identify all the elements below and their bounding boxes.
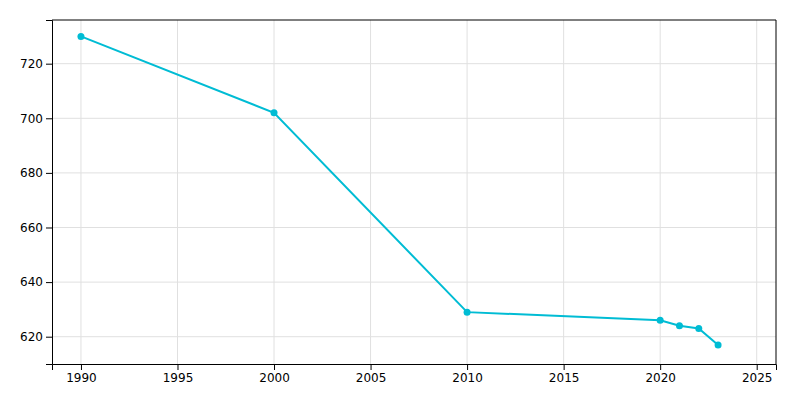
x-tick: 1990 [66,364,97,385]
x-tick-mark [274,364,275,370]
x-tick: 2010 [452,364,483,385]
y-axis-line [46,21,53,365]
marks [77,33,721,349]
y-tick-label: 700 [20,112,43,126]
x-grid-line [563,20,564,364]
point [695,325,702,332]
x-tick-mark [81,364,82,370]
y-tick-mark [46,337,52,338]
y-tick: 660 [20,221,52,235]
point [271,109,278,116]
frame-right [776,20,777,364]
y-tick-mark [46,173,52,174]
x-tick: 2020 [645,364,676,385]
x-grid-line [274,20,275,364]
point [715,341,722,348]
grid [52,20,776,364]
x-tick-label: 2020 [645,371,676,385]
x-tick: 2015 [549,364,580,385]
point [657,317,664,324]
line [81,36,718,345]
point [77,33,84,40]
y-tick-label: 620 [20,330,43,344]
y-tick: 640 [20,275,52,289]
y-tick-label: 640 [20,275,43,289]
y-tick-mark [46,64,52,65]
frame-top [52,20,776,21]
x-grid-line [660,20,661,364]
x-tick: 2025 [742,364,773,385]
x-grid-line [80,20,81,364]
x-tick-label: 1990 [66,371,97,385]
x-tick: 1995 [163,364,194,385]
y-grid-line [52,63,776,64]
x-tick-label: 1995 [163,371,194,385]
x-tick-mark [757,364,758,370]
x-axis: 1990 1995 2000 2005 2010 2015 2020 2025 [53,364,777,385]
x-axis-line [53,365,777,371]
x-tick-mark [467,364,468,370]
y-tick-mark [46,118,52,119]
x-tick-mark [371,364,372,370]
y-tick-mark [46,282,52,283]
x-tick: 2005 [356,364,387,385]
x-tick-label: 2000 [259,371,290,385]
plot: 1990 1995 2000 2005 2010 2015 2020 2025 620 640 66… [20,20,776,385]
y-tick-label: 720 [20,57,43,71]
y-grid-line [52,118,776,119]
y-tick: 620 [20,330,52,344]
x-grid-line [177,20,178,364]
x-tick-mark [660,364,661,370]
x-grid-line [756,20,757,364]
y-tick-mark [46,227,52,228]
y-grid-line [52,282,776,283]
y-grid-line [52,227,776,228]
y-tick-label: 680 [20,166,43,180]
x-tick: 2000 [259,364,290,385]
x-tick-label: 2005 [356,371,387,385]
x-tick-label: 2015 [549,371,580,385]
y-tick: 720 [20,57,52,71]
point [464,309,471,316]
x-grid-line [370,20,371,364]
chart: 1990 1995 2000 2005 2010 2015 2020 2025 620 640 66… [0,0,800,400]
point [676,322,683,329]
x-tick-label: 2025 [742,371,773,385]
y-tick: 680 [20,166,52,180]
y-axis: 620 640 660 680 700 720 [20,21,52,365]
x-tick-mark [564,364,565,370]
x-tick-mark [177,364,178,370]
x-tick-label: 2010 [452,371,483,385]
y-tick: 700 [20,112,52,126]
y-grid-line [52,172,776,173]
y-tick-label: 660 [20,221,43,235]
y-grid-line [52,336,776,337]
